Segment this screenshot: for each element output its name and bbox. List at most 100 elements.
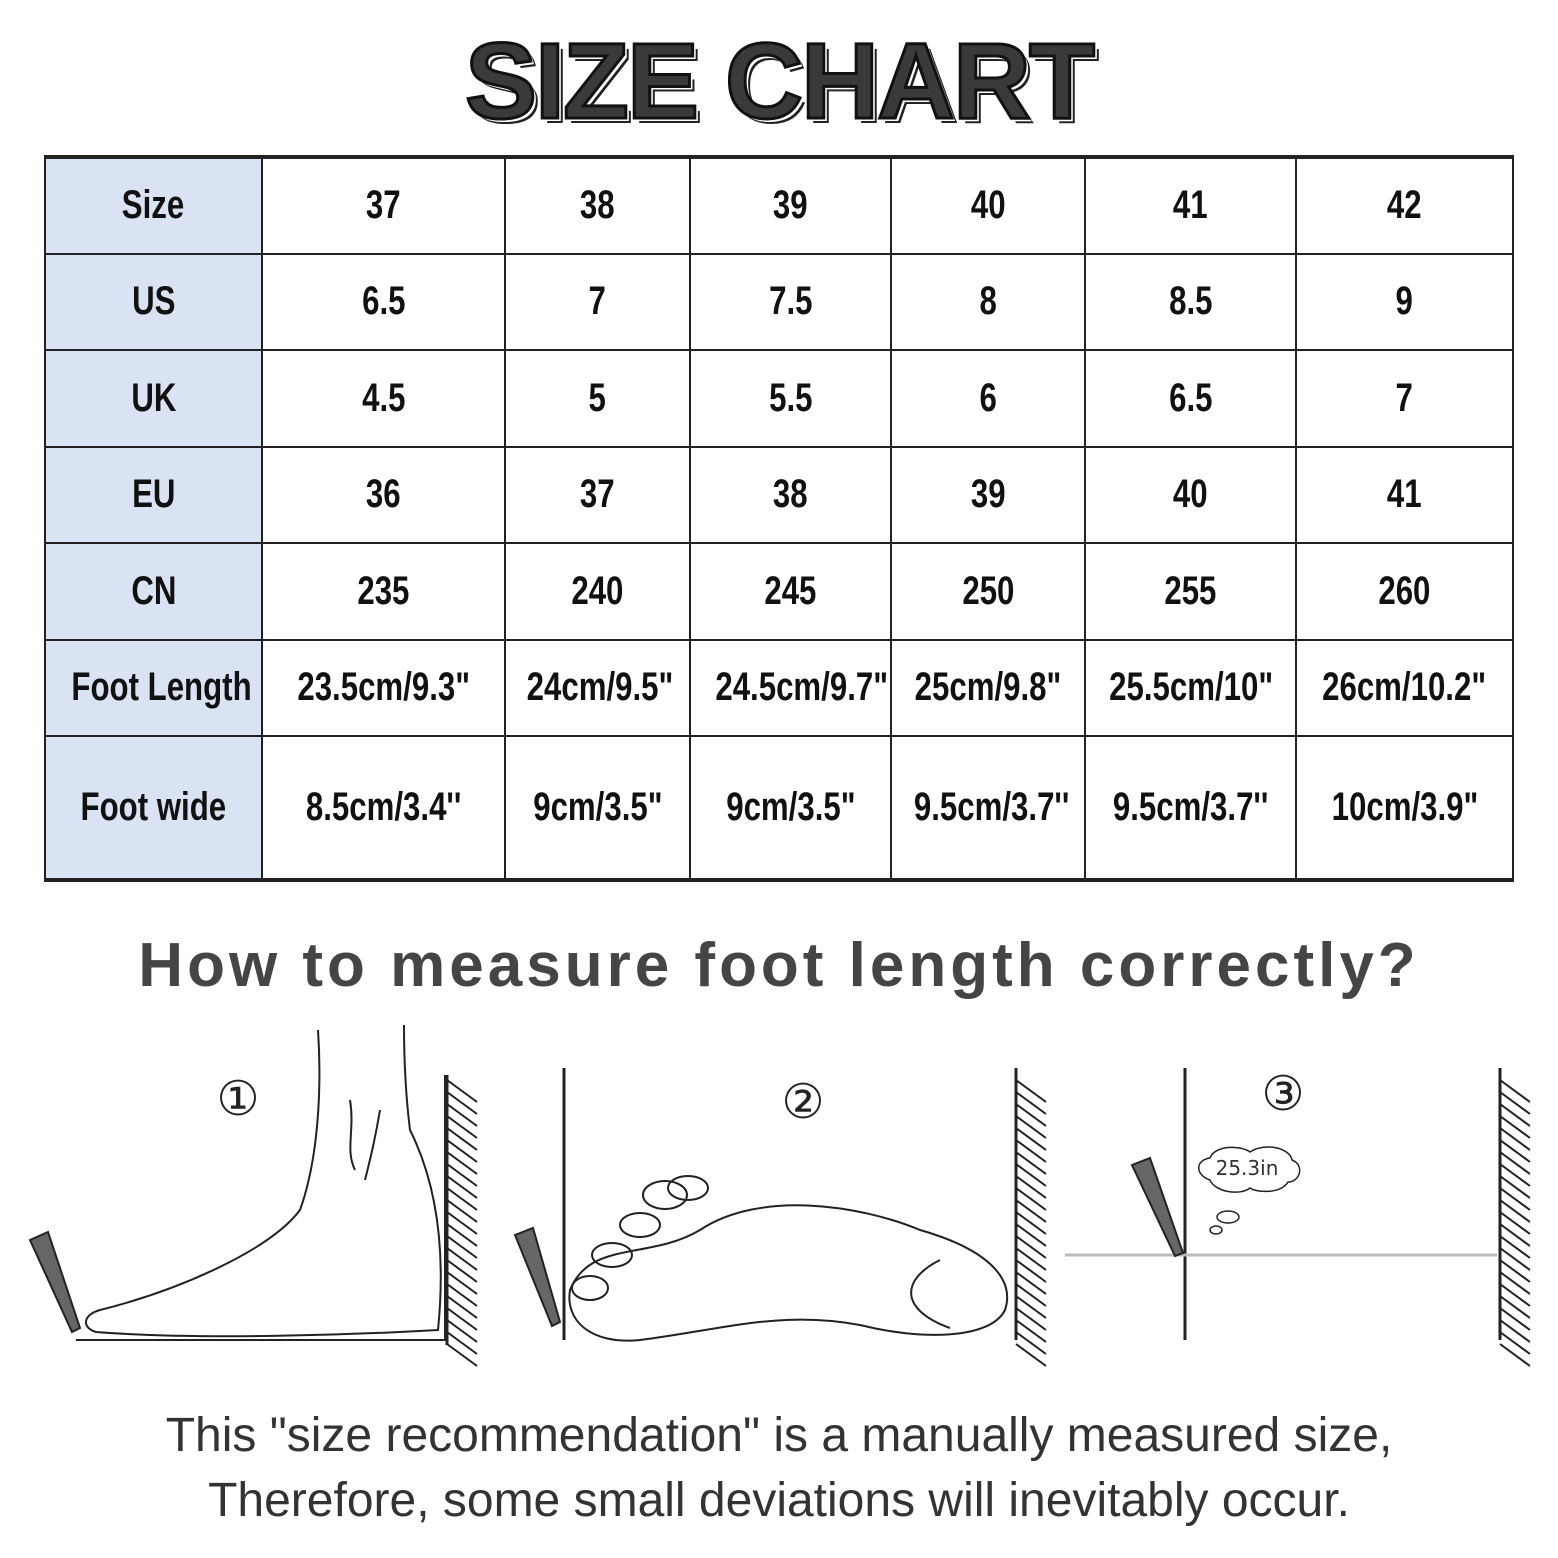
table-cell: 5.5	[689, 349, 892, 448]
table-row: Size 37 38 39 40 41 42	[44, 155, 1514, 255]
row-header: Size	[44, 155, 263, 255]
step-1-label: ①	[216, 1071, 259, 1127]
row-header-label: EU	[131, 472, 176, 517]
cell-value: 260	[1378, 568, 1431, 613]
pencil-icon	[28, 1156, 1185, 1334]
cell-value: 235	[357, 568, 410, 613]
step-2-label: ②	[781, 1074, 824, 1130]
table-cell: 5	[504, 349, 691, 448]
table-cell: 7.5	[689, 252, 892, 351]
page-title: SIZE CHART	[464, 19, 1097, 143]
cell-value: 7	[1395, 375, 1414, 420]
cell-value: 23.5cm/9.3"	[297, 665, 470, 710]
table-cell: 41	[1084, 155, 1297, 255]
row-header: Foot wide	[44, 735, 263, 882]
row-header: UK	[44, 349, 263, 448]
table-cell: 37	[504, 445, 691, 544]
cell-value: 39	[970, 472, 1006, 517]
cell-value: 8.5cm/3.4''	[305, 785, 462, 829]
table-cell: 9.5cm/3.7''	[890, 735, 1086, 882]
table-cell: 38	[504, 155, 691, 255]
cell-value: 26cm/10.2"	[1322, 665, 1487, 710]
table-cell: 6.5	[1084, 349, 1297, 448]
table-cell: 7	[504, 252, 691, 351]
cell-value: 6	[979, 375, 997, 420]
cell-value: 5	[588, 375, 607, 420]
cell-value: 4.5	[361, 375, 406, 420]
cell-value: 9.5cm/3.7''	[1112, 785, 1269, 829]
table-cell: 8	[890, 252, 1086, 351]
cell-value: 255	[1164, 568, 1217, 613]
cell-value: 37	[366, 183, 401, 228]
foot-side-drawing	[76, 1024, 478, 1367]
cell-value: 36	[366, 472, 401, 517]
table-row: Foot wide 8.5cm/3.4'' 9cm/3.5" 9cm/3.5" 9.5c…	[44, 735, 1514, 882]
table-row: Foot Length 23.5cm/9.3" 24cm/9.5" 24.5cm/9.…	[44, 638, 1514, 737]
cell-value: 8	[979, 279, 997, 324]
table-cell: 8.5cm/3.4''	[261, 735, 506, 882]
wall-hatch	[1015, 1079, 1047, 1367]
table-cell: 25.5cm/10"	[1084, 638, 1297, 737]
cell-value: 8.5	[1168, 279, 1213, 324]
table-cell: 39	[890, 445, 1086, 544]
row-header-label: UK	[130, 375, 177, 420]
table-cell: 235	[261, 542, 506, 641]
measurement-bubble: 25.3in	[1216, 1156, 1279, 1180]
table-cell: 40	[890, 155, 1086, 255]
cell-value: 10cm/3.9"	[1331, 785, 1478, 829]
table-cell: 255	[1084, 542, 1297, 641]
cell-value: 39	[773, 183, 808, 228]
table-row: EU 36 37 38 39 40 41	[44, 445, 1514, 544]
table-cell: 26cm/10.2"	[1295, 638, 1514, 737]
cell-value: 25.5cm/10"	[1109, 665, 1274, 710]
measurement-illustration: ① ② ③ 25.3in	[28, 1024, 1531, 1367]
table-cell: 245	[689, 542, 892, 641]
row-header-label: US	[131, 279, 176, 324]
cell-value: 245	[764, 568, 817, 613]
cell-value: 240	[571, 568, 624, 613]
cell-value: 9cm/3.5"	[725, 785, 856, 829]
cell-value: 37	[580, 472, 615, 517]
table-cell: 250	[890, 542, 1086, 641]
wall-hatch	[1499, 1079, 1531, 1367]
row-header: US	[44, 252, 263, 351]
cell-value: 42	[1387, 183, 1422, 228]
cell-value: 24cm/9.5"	[526, 665, 674, 710]
table-cell: 42	[1295, 155, 1514, 255]
table-cell: 240	[504, 542, 691, 641]
table-cell: 41	[1295, 445, 1514, 544]
cell-value: 7	[588, 279, 607, 324]
table-cell: 24.5cm/9.7"	[689, 638, 892, 737]
cell-value: 9	[1395, 279, 1414, 324]
cell-value: 24.5cm/9.7"	[715, 665, 889, 710]
row-header-label: CN	[130, 568, 177, 613]
table-cell: 9cm/3.5"	[689, 735, 892, 882]
cell-value: 9.5cm/3.7''	[913, 785, 1070, 829]
step-3-label: ③	[1261, 1066, 1304, 1122]
table-cell: 4.5	[261, 349, 506, 448]
cell-value: 38	[580, 183, 615, 228]
table-cell: 6	[890, 349, 1086, 448]
cell-value: 38	[773, 472, 808, 517]
table-row: UK 4.5 5 5.5 6 6.5 7	[44, 349, 1514, 448]
row-header-label: Size	[122, 183, 185, 228]
cell-value: 25cm/9.8"	[914, 665, 1062, 710]
table-cell: 7	[1295, 349, 1514, 448]
table-cell: 260	[1295, 542, 1514, 641]
row-header: CN	[44, 542, 263, 641]
cell-value: 40	[970, 183, 1006, 228]
cell-value: 41	[1173, 183, 1208, 228]
foot-sole-drawing	[562, 1068, 1018, 1342]
table-cell: 37	[261, 155, 506, 255]
size-chart-table: Size 37 38 39 40 41 42 US 6.5 7 7.5 8 8.5 9 UK 4.5 5 5.5 6…	[44, 155, 1514, 882]
table-cell: 6.5	[261, 252, 506, 351]
table-cell: 10cm/3.9"	[1295, 735, 1514, 882]
wall-hatch	[446, 1079, 478, 1367]
table-cell: 38	[689, 445, 892, 544]
cell-value: 7.5	[768, 279, 813, 324]
cell-value: 9cm/3.5"	[532, 785, 663, 829]
cell-value: 250	[961, 568, 1015, 613]
table-cell: 23.5cm/9.3"	[261, 638, 506, 737]
table-cell: 9cm/3.5"	[504, 735, 691, 882]
table-cell: 36	[261, 445, 506, 544]
